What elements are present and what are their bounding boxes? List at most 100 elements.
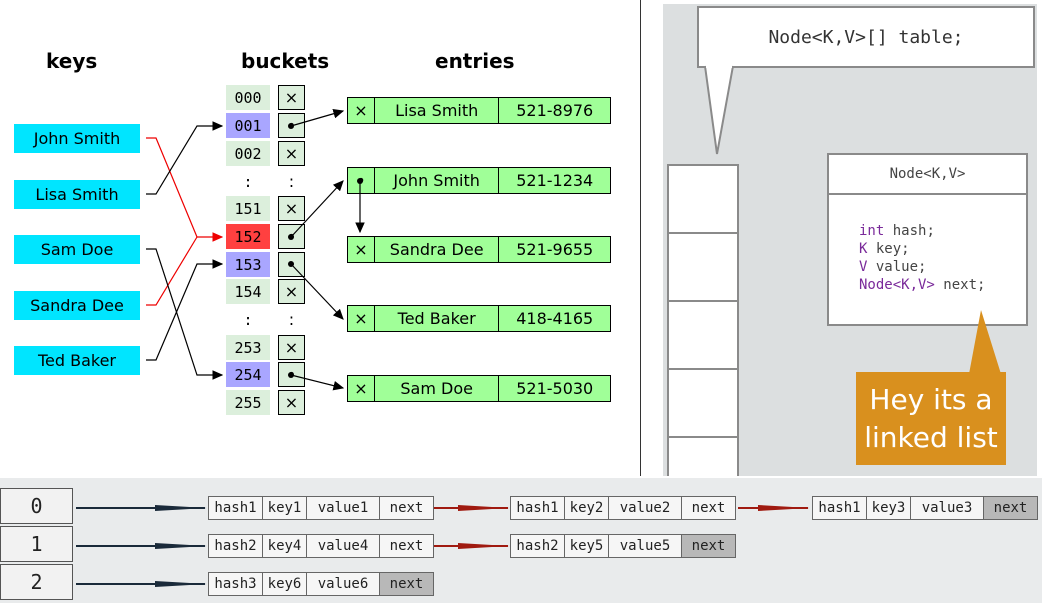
- entry-row: × Sandra Dee 521-9655: [347, 236, 611, 263]
- node-class-title: Node<K,V>: [829, 155, 1026, 195]
- chain-node: hash2 key5 value5 next: [510, 534, 736, 558]
- field-next: Node<K,V> next;: [859, 277, 985, 293]
- arrow-ted-baker: [146, 259, 224, 361]
- field-type: V: [859, 259, 868, 275]
- keys-header: keys: [46, 49, 98, 73]
- key-ted-baker: Ted Baker: [14, 346, 140, 375]
- node-value: value4: [307, 535, 380, 557]
- panel-divider: [640, 0, 641, 476]
- node-next-null: next: [380, 573, 433, 595]
- node-value: value5: [609, 535, 682, 557]
- entry-name: Ted Baker: [375, 306, 500, 331]
- node-next-null: next: [984, 497, 1037, 519]
- note-tail: [969, 310, 1001, 374]
- bucket-number: 000: [226, 85, 270, 110]
- entry-next-pointer: ×: [348, 376, 375, 401]
- bucket-cell: •: [278, 113, 305, 138]
- node-key: key2: [565, 497, 609, 519]
- entry-row: • John Smith 521-1234: [347, 167, 611, 194]
- entries-header: entries: [435, 49, 515, 73]
- table-declaration: Node<K,V>[] table;: [697, 6, 1035, 68]
- entry-phone: 521-8976: [516, 101, 594, 120]
- node-next: next: [389, 538, 424, 554]
- chain-node: hash2 key4 value4 next: [208, 534, 434, 558]
- bucket-cell: ×: [278, 279, 305, 304]
- node-next: next: [389, 500, 424, 516]
- field-name: next;: [943, 277, 986, 293]
- bucket-index: 0: [0, 488, 73, 524]
- bucket-number-collision: 152: [226, 224, 270, 249]
- key-john-smith: John Smith: [14, 124, 140, 153]
- node-value: value1: [307, 497, 380, 519]
- node-key: key6: [263, 573, 307, 595]
- node-hash: hash2: [209, 535, 263, 557]
- node-next-null: next: [682, 535, 735, 557]
- entry-next-pointer: •: [348, 168, 375, 193]
- key-lisa-smith: Lisa Smith: [14, 180, 140, 209]
- field-hash: int hash;: [859, 223, 935, 239]
- entry-row: × Lisa Smith 521-8976: [347, 97, 611, 124]
- bucket-ellipsis: :: [243, 310, 253, 329]
- chain-arrows: [76, 505, 810, 587]
- chain-node: hash1 key3 value3 next: [812, 496, 1038, 520]
- node-key: key1: [263, 497, 307, 519]
- node-hash: hash3: [209, 573, 263, 595]
- entry-next-pointer: ×: [348, 237, 375, 262]
- entry-name: Sandra Dee: [375, 237, 500, 262]
- field-value: V value;: [859, 259, 926, 275]
- linked-list-note: Hey its a linked list: [856, 372, 1006, 465]
- entry-phone: 418-4165: [516, 309, 594, 328]
- bucket-cell: ×: [278, 335, 305, 360]
- bucket-number: 002: [226, 141, 270, 166]
- callout-tails: [704, 62, 734, 155]
- node-hash: hash2: [511, 535, 565, 557]
- chain-node: hash3 key6 value6 next: [208, 572, 434, 596]
- bucket-number: 253: [226, 335, 270, 360]
- bucket-ellipsis: :: [243, 172, 253, 191]
- field-key: K key;: [859, 241, 910, 257]
- bucket-cell: ×: [278, 196, 305, 221]
- chain-node: hash1 key2 value2 next: [510, 496, 736, 520]
- bucket-cell: ×: [278, 390, 305, 415]
- field-name: key;: [875, 241, 910, 257]
- bucket-number: 153: [226, 252, 270, 277]
- entry-row: × Sam Doe 521-5030: [347, 375, 611, 402]
- bucket-ellipsis: :: [288, 172, 295, 191]
- node-hash: hash1: [511, 497, 565, 519]
- buckets-header: buckets: [241, 49, 330, 73]
- chaining-illustration: 0 1 2 hash1 key1 value1 next hash1 key2 …: [0, 478, 1042, 603]
- key-sandra-dee: Sandra Dee: [14, 291, 140, 320]
- arrow-lisa-smith: [146, 121, 224, 195]
- bucket-number: 254: [226, 362, 270, 387]
- entry-next-pointer: ×: [348, 306, 375, 331]
- bucket-ellipsis: :: [288, 310, 295, 329]
- bucket-cell: •: [278, 362, 305, 387]
- bucket-number: 001: [226, 113, 270, 138]
- field-type: Node<K,V>: [859, 277, 935, 293]
- field-name: hash;: [892, 223, 935, 239]
- arrow-sam-doe: [146, 248, 224, 380]
- hash-table-diagram: keys buckets entries John Smith Lisa Smi…: [0, 0, 641, 476]
- field-type: int: [859, 223, 885, 239]
- node-hash: hash1: [209, 497, 263, 519]
- entry-phone: 521-9655: [516, 240, 594, 259]
- field-name: value;: [875, 259, 927, 275]
- bucket-cell: •: [278, 252, 305, 277]
- note-line-2: linked list: [864, 420, 998, 454]
- bucket-cell: ×: [278, 141, 305, 166]
- bucket-number: 154: [226, 279, 270, 304]
- node-key: key4: [263, 535, 307, 557]
- node-class-box: Node<K,V> int hash; K key; V value; Node…: [827, 153, 1028, 326]
- table-slot: [667, 368, 739, 438]
- node-next: next: [691, 500, 726, 516]
- entry-phone: 521-5030: [516, 379, 594, 398]
- node-key: key3: [867, 497, 911, 519]
- entry-name: Lisa Smith: [375, 98, 500, 123]
- entry-name: Sam Doe: [375, 376, 500, 401]
- bucket-number: 255: [226, 390, 270, 415]
- entry-name: John Smith: [375, 168, 500, 193]
- node-value: value3: [911, 497, 984, 519]
- node-value: value2: [609, 497, 682, 519]
- node-hash: hash1: [813, 497, 867, 519]
- chain-node: hash1 key1 value1 next: [208, 496, 434, 520]
